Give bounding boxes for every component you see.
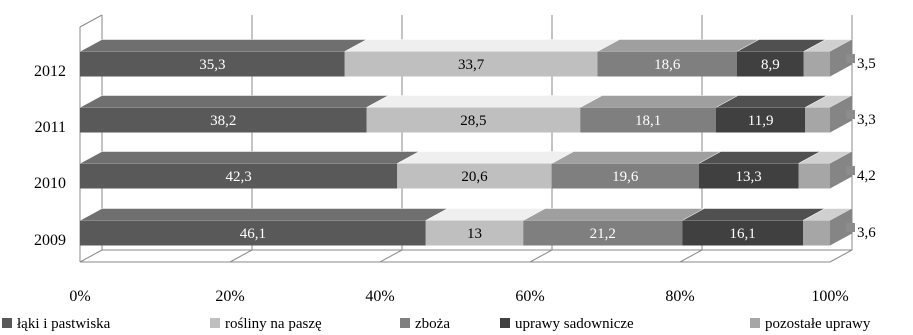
bar-segment-top (79, 39, 367, 52)
data-label-marker (846, 223, 855, 232)
left-wall-top (79, 14, 103, 28)
legend-swatch (500, 318, 510, 328)
data-label: 18,6 (654, 57, 681, 73)
legend-label: rośliny na paszę (225, 316, 322, 332)
bar-segment-top (523, 208, 705, 221)
data-label: 18,1 (635, 113, 661, 129)
floor-gridline (679, 249, 703, 263)
data-label-marker (846, 110, 855, 119)
y-tick-label: 2011 (35, 119, 66, 136)
bar-segment-top (682, 208, 826, 221)
legend-label: uprawy sadownicze (515, 316, 634, 332)
axis-layer: 0% 20% 40% 60% 80% 100% 2012 2011 2010 2009 (34, 14, 853, 305)
legend-label: łąki i pastwiska (17, 316, 111, 332)
data-label: 33,7 (458, 57, 485, 73)
bar-segment (80, 51, 345, 77)
bar-segment-top (79, 95, 389, 108)
bar-segment-top (366, 95, 603, 108)
bar-segment (397, 163, 552, 189)
data-label: 16,1 (730, 226, 756, 242)
bar-segment (597, 51, 737, 77)
bar-segment-top (597, 39, 760, 52)
y-tick-label: 2009 (34, 232, 66, 249)
bar-segment (80, 220, 426, 246)
bar-segment (551, 163, 699, 189)
bar-segment-top (580, 95, 739, 108)
bar-segment-top (551, 151, 721, 164)
data-label: 3,6 (857, 225, 876, 241)
y-tick-label: 2012 (34, 63, 66, 80)
x-tick-label: 80% (665, 288, 694, 305)
data-label: 13 (467, 226, 482, 242)
data-label: 19,6 (612, 169, 639, 185)
floor-gridline (529, 249, 553, 263)
legend-swatch (210, 318, 220, 328)
legend-swatch (2, 318, 12, 328)
legend: łąki i pastwiska rośliny na paszę zboża upr… (2, 316, 871, 332)
legend-label: zboża (415, 316, 450, 332)
data-label: 28,5 (460, 113, 486, 129)
x-tick-label: 100% (811, 288, 848, 305)
data-label: 11,9 (748, 113, 774, 129)
data-label: 42,3 (226, 169, 252, 185)
bar-segment-top (79, 208, 448, 221)
data-label-marker (846, 166, 855, 175)
bar-segment (425, 220, 524, 246)
bar-segment (803, 220, 830, 246)
floor-gridline (229, 249, 253, 263)
bar-segment-side (830, 39, 852, 77)
data-label: 38,2 (210, 113, 236, 129)
bar-segment-top (344, 39, 620, 52)
bar-segment-side (830, 208, 852, 246)
bar-segment (803, 51, 830, 77)
data-label: 3,5 (857, 56, 876, 72)
labels-layer: 35,3 33,7 18,6 8,9 3,5 38,2 28,5 18,1 11,9 3,3 42,… (199, 54, 876, 242)
x-tick-label: 60% (515, 288, 544, 305)
bar-segment (580, 107, 716, 133)
floor-gridline (79, 249, 103, 263)
legend-label: pozostałe uprawy (765, 316, 871, 332)
bar-segment (344, 51, 598, 77)
data-label: 3,3 (857, 112, 876, 128)
data-label: 20,6 (461, 169, 488, 185)
bar-segment-side (830, 95, 852, 133)
y-tick-label: 2010 (34, 175, 66, 192)
bar-segment (80, 107, 367, 133)
bar-segment (523, 220, 683, 246)
data-label: 46,1 (240, 226, 266, 242)
floor-gridline (829, 249, 853, 263)
x-tick-label: 20% (215, 288, 244, 305)
x-tick-label: 40% (365, 288, 394, 305)
data-label: 21,2 (590, 226, 616, 242)
bar-segment (737, 51, 804, 77)
data-label-marker (846, 54, 855, 63)
bars-layer (79, 39, 853, 246)
bar-segment (698, 163, 799, 189)
bar-segment (798, 163, 830, 189)
bar-segment (366, 107, 581, 133)
legend-swatch (750, 318, 760, 328)
bar-segment-top (397, 151, 574, 164)
bar-segment (716, 107, 806, 133)
bar-segment (80, 163, 398, 189)
data-label: 8,9 (761, 57, 780, 73)
bar-segment-side (830, 151, 852, 189)
x-tick-label: 0% (69, 288, 90, 305)
data-label: 13,3 (736, 169, 762, 185)
data-label: 35,3 (199, 57, 225, 73)
floor-gridline (379, 249, 403, 263)
legend-swatch (400, 318, 410, 328)
bar-segment (805, 107, 830, 133)
data-label: 4,2 (857, 168, 876, 184)
bar-segment-top (79, 151, 420, 164)
bar-segment (682, 220, 803, 246)
